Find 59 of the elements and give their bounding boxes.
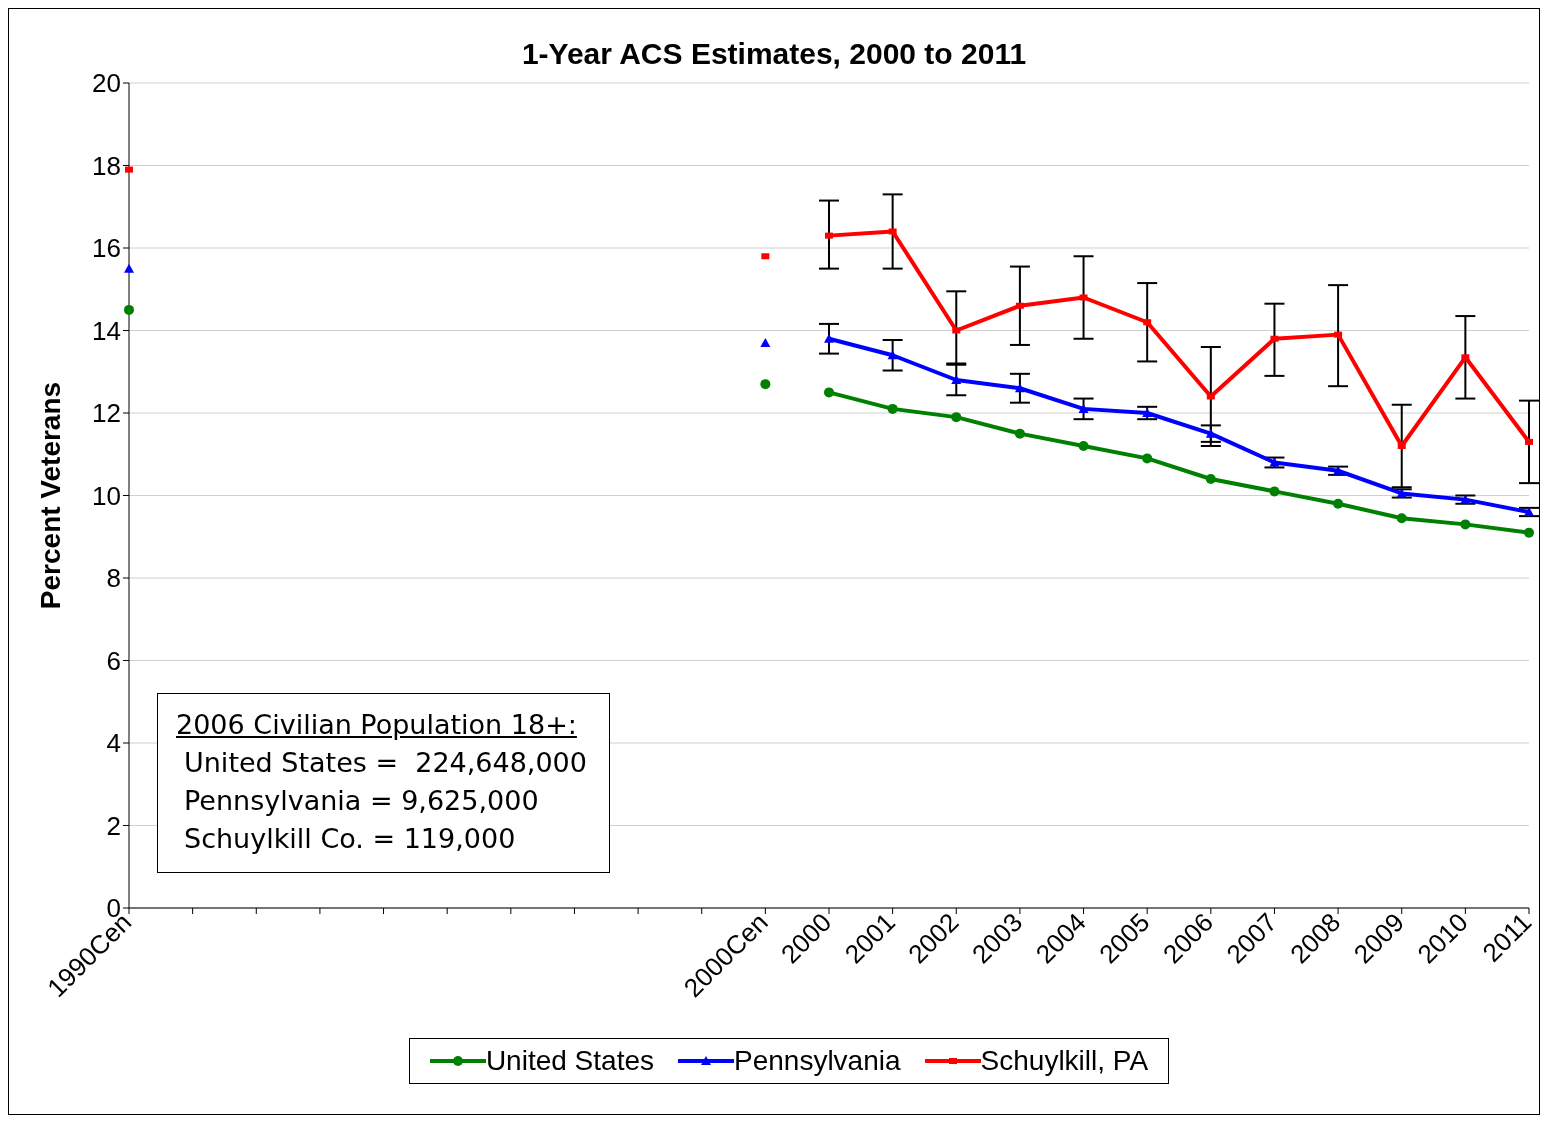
point: [124, 263, 134, 273]
annotation: United States = 224,648,000: [183, 746, 587, 780]
point: [1525, 438, 1533, 445]
point: [1460, 494, 1471, 504]
point: [887, 350, 898, 360]
point: [1333, 498, 1344, 509]
point: [1206, 393, 1215, 400]
point: [124, 304, 134, 315]
point: [1142, 408, 1153, 417]
annotation: Pennsylvania = 9,625,000: [183, 784, 540, 818]
legend-label: Schuylkill, PA: [980, 1045, 1149, 1077]
point: [1205, 474, 1216, 484]
point: [1014, 383, 1025, 393]
point: [1205, 428, 1216, 438]
y-tick-label: 14: [92, 315, 121, 346]
point: [888, 228, 897, 235]
legend-label: Pennsylvania: [734, 1045, 901, 1077]
point: [1334, 331, 1343, 338]
y-tick-label: 20: [92, 68, 121, 99]
point: [952, 327, 961, 334]
point: [951, 375, 962, 384]
y-tick-label: 18: [92, 150, 121, 181]
point: [1461, 354, 1470, 361]
point: [887, 403, 898, 414]
point: [1079, 294, 1088, 301]
point: [1142, 453, 1153, 464]
y-tick-label: 4: [106, 728, 121, 759]
point: [1524, 527, 1534, 538]
point: [1269, 457, 1280, 467]
annotation: Schuylkill Co. = 119,000: [183, 822, 517, 856]
point: [1396, 513, 1407, 524]
point: [1014, 428, 1025, 439]
point: [1078, 403, 1089, 413]
chart-title: 1-Year ACS Estimates, 2000 to 2011: [521, 37, 1027, 70]
y-tick-label: 2: [106, 810, 121, 841]
point: [761, 253, 770, 260]
y-axis-title: Percent Veterans: [34, 381, 66, 610]
y-tick-label: 6: [106, 645, 121, 676]
point: [760, 379, 771, 390]
y-tick-label: 8: [106, 563, 121, 594]
point: [1269, 486, 1280, 497]
point: [1270, 335, 1279, 342]
point: [951, 412, 962, 423]
point: [824, 387, 834, 398]
point: [825, 232, 833, 239]
point: [1015, 302, 1024, 309]
point: [1524, 507, 1534, 516]
point: [760, 337, 771, 347]
y-tick-label: 12: [92, 398, 121, 429]
point: [1460, 519, 1471, 530]
y-tick-label: 10: [92, 480, 121, 511]
point: [1143, 319, 1152, 326]
y-tick-label: 16: [92, 233, 121, 264]
point: [824, 333, 834, 343]
point: [125, 166, 133, 173]
annotation: 2006 Civilian Population 18+:: [176, 708, 578, 742]
point: [1333, 465, 1344, 475]
point: [1078, 441, 1089, 451]
legend-label: United States: [485, 1045, 654, 1077]
